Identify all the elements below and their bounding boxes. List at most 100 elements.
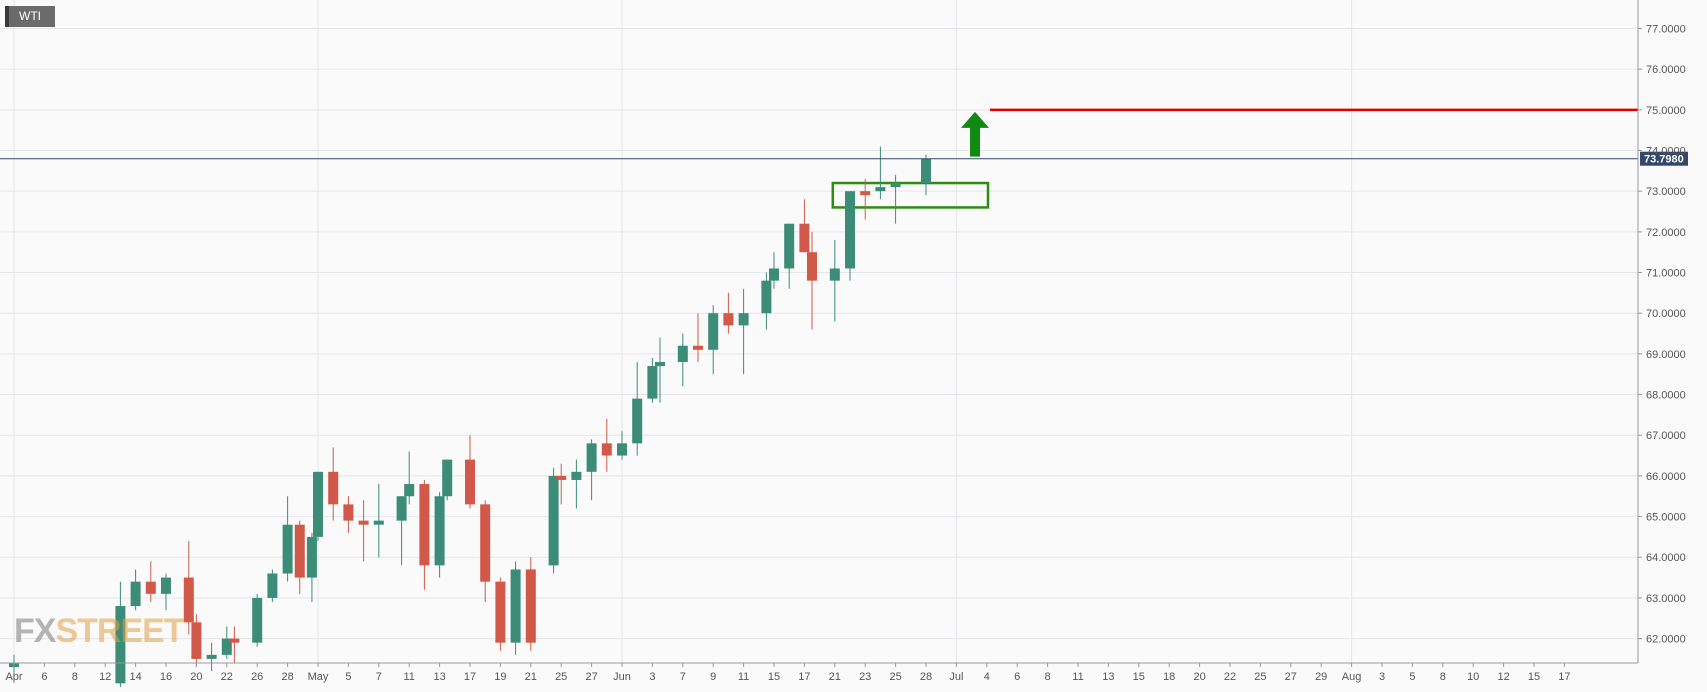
axes: 62.0000 63.0000 64.0000 65.0000 66.0000 67.00… [0,0,1686,683]
candle-body [677,345,688,363]
candle-body [632,398,643,444]
candle-body [845,191,855,269]
x-tick-label: 15 [768,671,780,683]
consolidation-box [831,181,990,209]
candle-body [191,622,202,659]
symbol-badge[interactable]: WTI [5,6,55,27]
candle-body [647,366,658,399]
candle-body [571,471,582,480]
candle-body [799,223,810,253]
x-tick-label: 15 [1133,671,1145,683]
candle-body [556,475,567,480]
candle-body [313,471,323,537]
candle-body [495,581,506,643]
x-tick-label: 27 [585,671,597,683]
x-tick-label: 19 [494,671,506,683]
current-price-label: 73.7980 [1644,154,1684,166]
candle-body [693,345,703,350]
candle-body [617,443,627,456]
x-tick-label: 13 [433,671,445,683]
up-arrow-icon [961,111,989,157]
x-tick-label: 20 [190,671,202,683]
x-tick-label: 6 [41,671,47,683]
x-tick-label: 29 [1315,671,1327,683]
x-tick-label: Aug [1342,671,1362,683]
x-tick-label: 7 [680,671,686,683]
x-tick-label: 22 [1224,671,1236,683]
x-tick-label: Jun [613,671,631,683]
candle-body [419,484,430,566]
x-tick-label: 11 [403,671,414,683]
x-tick-label: 14 [129,671,141,683]
x-tick-label: 8 [72,671,78,683]
y-tick-label: 73.0000 [1646,186,1686,198]
x-tick-label: 23 [859,671,871,683]
y-tick-label: 66.0000 [1646,471,1686,483]
x-tick-label: 10 [1467,671,1479,683]
x-tick-label: Apr [5,671,22,683]
candle-body [396,496,407,521]
candle-body [434,496,445,566]
candle-body [586,443,597,472]
x-tick-label: 4 [984,671,990,683]
y-tick-label: 70.0000 [1646,308,1686,320]
candle-body [442,459,453,497]
x-tick-label: 17 [798,671,810,683]
y-tick-label: 64.0000 [1646,552,1686,564]
candle-body [784,223,795,269]
candle-body [221,638,232,655]
x-tick-label: 25 [555,671,567,683]
candle-body [206,654,217,659]
y-tick-label: 69.0000 [1646,349,1686,361]
candle-body [875,187,886,192]
candle-body [252,597,263,643]
candle-body [465,459,475,505]
candle-body [480,504,491,582]
y-tick-label: 77.0000 [1646,23,1686,35]
x-tick-label: 3 [1379,671,1385,683]
x-tick-label: 26 [251,671,263,683]
candle-body [115,606,126,684]
candle-body [373,520,384,525]
candle-body [130,581,141,607]
candle-body [860,191,871,196]
x-tick-label: 18 [1163,671,1175,683]
x-tick-label: 3 [649,671,655,683]
logo-fx: FX [14,612,56,650]
candle-body [548,475,559,566]
x-tick-label: 9 [710,671,716,683]
x-tick-label: 11 [1072,671,1083,683]
y-tick-label: 71.0000 [1646,268,1686,280]
y-tick-label: 62.0000 [1646,634,1686,646]
candle-body [294,524,305,578]
x-tick-label: 5 [1409,671,1415,683]
candle-body [404,484,415,497]
candle-body [343,504,354,521]
x-tick-label: May [308,671,329,683]
y-tick-label: 72.0000 [1646,227,1686,239]
x-tick-label: 27 [1285,671,1297,683]
fxstreet-logo: FXSTREET [14,612,185,651]
candle-body [921,158,931,184]
x-tick-label: Jul [949,671,963,683]
x-tick-label: 28 [920,671,932,683]
candle-body [306,536,317,578]
x-tick-label: 8 [1045,671,1051,683]
candle-body [601,443,612,456]
candle-body [890,183,901,188]
candle-body [183,577,194,623]
candle-body [655,362,665,367]
candle-body [723,313,734,326]
y-tick-label: 75.0000 [1646,105,1686,117]
x-tick-label: 12 [99,671,111,683]
x-tick-label: 25 [889,671,901,683]
x-tick-label: 11 [738,671,749,683]
candle-body [145,581,156,594]
y-tick-label: 65.0000 [1646,512,1686,524]
candle-body [328,471,339,505]
x-tick-label: 21 [525,671,537,683]
x-tick-label: 28 [281,671,293,683]
y-tick-label: 63.0000 [1646,593,1686,605]
